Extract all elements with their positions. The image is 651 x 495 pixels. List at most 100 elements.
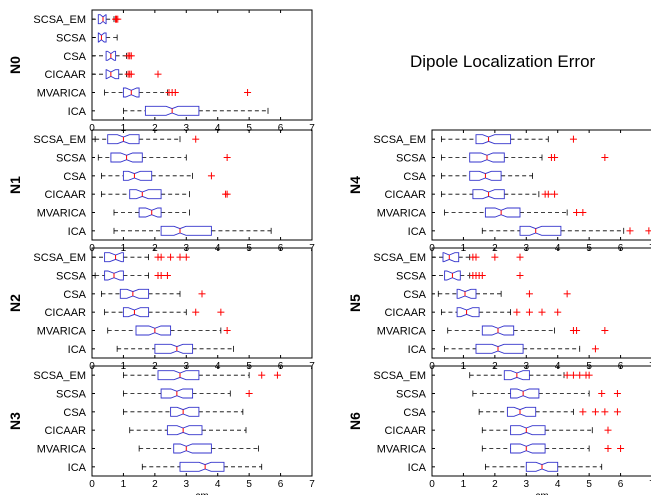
box: [510, 388, 540, 399]
category-label: CICAAR: [44, 69, 86, 81]
box: [510, 425, 546, 436]
panel-label: N4: [347, 176, 363, 194]
box: [525, 461, 559, 472]
box: [173, 443, 212, 454]
box: [456, 288, 477, 299]
box: [135, 325, 172, 336]
category-label: MVARICA: [377, 444, 427, 456]
box: [138, 207, 162, 218]
panel-n0: 0 1 2 3 4 5 6 7 N0 SCSA_EM SCSA CSA CICAAR MVARICA ICA: [7, 9, 315, 134]
category-label: CSA: [63, 171, 86, 183]
box: [110, 152, 143, 163]
category-label: MVARICA: [37, 326, 87, 338]
x-tick-label: 4: [215, 123, 221, 134]
x-tick-label: 6: [618, 479, 624, 490]
box: [157, 370, 200, 381]
figure-title: Dipole Localization Error: [410, 52, 596, 71]
category-label: MVARICA: [37, 444, 87, 456]
category-label: ICA: [408, 344, 427, 356]
category-label: CSA: [63, 289, 86, 301]
x-tick-label: 3: [184, 479, 190, 490]
x-tick-label: 0: [89, 479, 95, 490]
category-label: SCSA_EM: [373, 370, 426, 382]
x-tick-label: 2: [492, 479, 498, 490]
category-label: CICAAR: [384, 425, 426, 437]
x-tick-label: 5: [246, 479, 252, 490]
panel-label: N5: [347, 294, 363, 312]
box: [481, 325, 515, 336]
box: [506, 406, 537, 417]
category-label: SCSA: [396, 153, 427, 165]
x-axis-label: cm: [195, 491, 208, 495]
box: [469, 152, 505, 163]
x-tick-label: 2: [152, 479, 158, 490]
box: [484, 207, 521, 218]
x-tick-label: 7: [309, 123, 315, 134]
category-label: ICA: [408, 226, 427, 238]
box: [104, 270, 124, 281]
category-label: SCSA_EM: [373, 134, 426, 146]
x-tick-label: 0: [89, 123, 95, 134]
panel-n3: 0 1 2 3 4 5 6 7 N3 cm SCSA_EM SCSA CSA CICAAR MVARICA I…: [7, 365, 315, 495]
category-label: ICA: [68, 462, 87, 474]
category-label: CICAAR: [44, 425, 86, 437]
box: [97, 14, 107, 25]
category-label: CSA: [403, 407, 426, 419]
x-tick-label: 5: [246, 123, 252, 134]
category-label: SCSA: [56, 153, 87, 165]
box: [122, 87, 140, 98]
axes-frame: [431, 247, 651, 359]
box: [170, 406, 200, 417]
box: [107, 134, 140, 145]
category-label: CICAAR: [44, 307, 86, 319]
category-label: SCSA_EM: [33, 134, 86, 146]
category-label: SCSA: [396, 271, 427, 283]
category-label: MVARICA: [37, 208, 87, 220]
box: [469, 170, 502, 181]
category-label: ICA: [68, 344, 87, 356]
box: [444, 270, 461, 281]
axes-frame: [91, 129, 313, 241]
x-tick-label: 1: [121, 479, 127, 490]
box: [105, 69, 120, 80]
axes-frame: [91, 247, 313, 359]
category-label: SCSA_EM: [33, 370, 86, 382]
x-tick-label: 1: [121, 123, 127, 134]
category-label: SCSA_EM: [373, 252, 426, 264]
box: [97, 32, 107, 43]
panel-label: N1: [7, 176, 23, 194]
axes-frame: [431, 365, 651, 477]
axes-frame: [91, 365, 313, 477]
category-label: ICA: [68, 106, 87, 118]
box: [119, 288, 150, 299]
box: [104, 252, 124, 263]
category-label: CSA: [403, 289, 426, 301]
x-tick-label: 3: [524, 479, 530, 490]
box: [475, 343, 524, 354]
category-label: CICAAR: [384, 307, 426, 319]
box: [472, 189, 505, 200]
category-label: CSA: [403, 171, 426, 183]
x-tick-label: 4: [215, 479, 221, 490]
category-label: SCSA: [56, 271, 87, 283]
box: [166, 425, 203, 436]
x-tick-label: 4: [555, 479, 561, 490]
box: [122, 307, 150, 318]
box: [129, 189, 162, 200]
axes-frame: [91, 9, 313, 121]
box: [160, 388, 194, 399]
panel-n6: 0 1 2 3 4 5 6 7 N6 cm SCSA_EM SCSA CSA CICAAR MVARICA I…: [347, 365, 651, 495]
category-label: ICA: [408, 462, 427, 474]
category-label: MVARICA: [377, 326, 427, 338]
box: [456, 307, 480, 318]
box: [510, 443, 546, 454]
x-tick-label: 0: [429, 479, 435, 490]
category-label: SCSA: [56, 389, 87, 401]
box: [160, 225, 212, 236]
category-label: CSA: [63, 407, 86, 419]
panel-label: N0: [7, 56, 23, 74]
x-tick-label: 2: [152, 123, 158, 134]
